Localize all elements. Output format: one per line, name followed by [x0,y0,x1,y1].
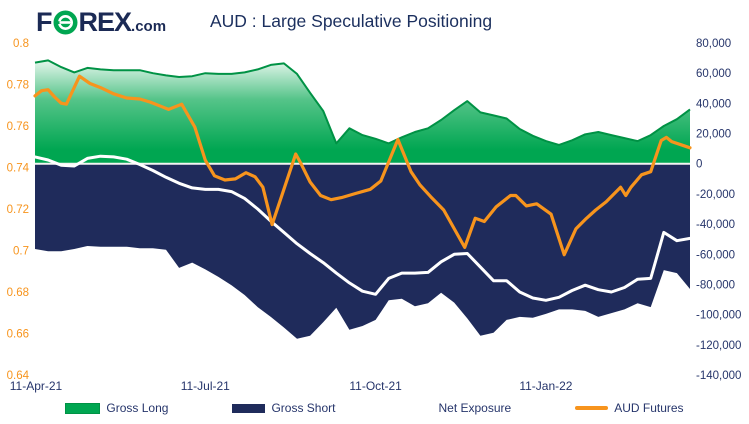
net-exposure-swatch-icon [399,406,433,410]
x-axis-tick-label: 11-Apr-21 [10,379,63,393]
x-axis-tick-label: 11-Jul-21 [181,379,230,393]
gross-long-edge [34,59,691,146]
right-axis-tick-label: 60,000 [696,68,731,80]
left-axis-tick-label: 0.7 [13,246,29,258]
chart-title: AUD : Large Speculative Positioning [210,11,493,31]
legend-item-gross-long: Gross Long [65,401,168,415]
right-axis-tick-label: -120,000 [696,340,741,352]
right-axis-tick-label: -140,000 [696,370,741,382]
legend-label: Net Exposure [438,401,512,415]
net-exposure-line [33,154,692,302]
right-axis-tick-label: -60,000 [696,249,735,261]
left-axis-tick-label: 0.8 [13,38,29,50]
forex-logo: F REX .com [36,7,166,38]
left-axis-tick-label: 0.72 [7,204,29,216]
header: F REX .com AUD : Large Speculative Posit… [0,0,749,40]
logo-rex: REX [78,7,133,37]
left-axis-tick-label: 0.64 [7,370,30,382]
legend-item-net-exposure: Net Exposure [399,401,512,415]
right-axis-tick-label: -100,000 [696,310,741,322]
logo-dotcom: .com [131,18,167,35]
aud-futures-swatch-icon [575,406,609,410]
gross-long-area [35,60,690,164]
right-axis-tick-label: -40,000 [696,219,735,231]
legend-label: Gross Short [271,401,336,415]
left-axis-tick-label: 0.68 [7,287,29,299]
x-axis-tick-label: 11-Jan-22 [519,379,572,393]
left-axis-tick-label: 0.76 [7,121,29,133]
right-axis-tick-label: 40,000 [696,98,731,110]
legend-item-gross-short: Gross Short [232,401,336,415]
left-axis-tick-label: 0.74 [7,163,30,175]
aud-futures-line [33,74,692,257]
right-axis-tick-label: -80,000 [696,280,735,292]
logo-f: F [36,7,52,37]
right-axis-tick-label: 20,000 [696,129,731,141]
right-axis-tick-label: 0 [696,159,702,171]
x-axis-tick-label: 11-Oct-21 [349,379,402,393]
forex-o-icon [53,10,78,35]
legend-label: Gross Long [106,401,169,415]
right-axis-tick-label: 80,000 [696,38,731,50]
chart-legend: Gross Long Gross Short Net Exposure AUD … [0,401,749,415]
right-axis-tick-label: -20,000 [696,189,735,201]
left-axis-tick-label: 0.78 [7,80,29,92]
legend-item-aud-futures: AUD Futures [575,401,684,415]
left-axis-tick-label: 0.66 [7,329,29,341]
gross-short-swatch-icon [232,403,266,413]
gross-long-swatch-icon [65,402,101,414]
legend-label: AUD Futures [614,401,684,415]
